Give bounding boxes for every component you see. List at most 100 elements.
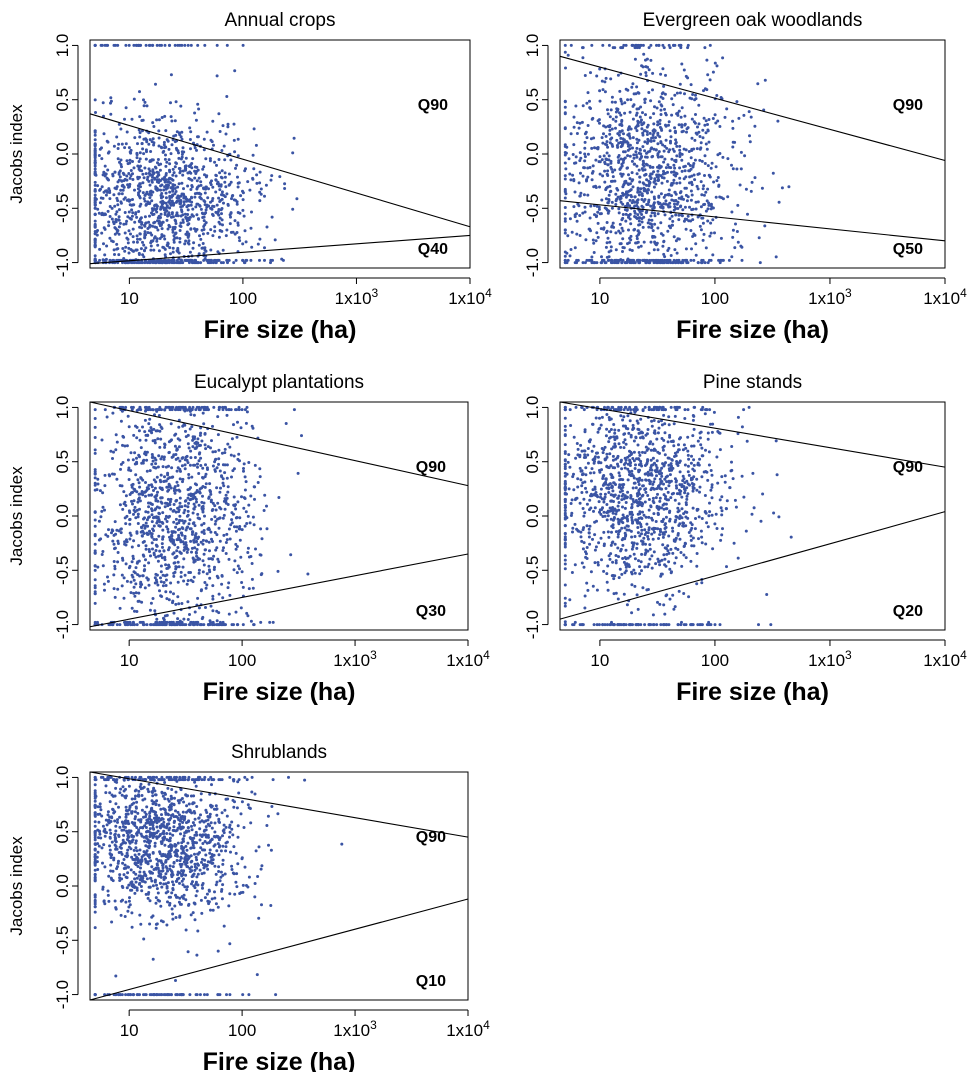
data-point xyxy=(711,253,715,257)
data-point xyxy=(649,43,653,47)
data-point xyxy=(689,83,693,87)
data-point xyxy=(143,234,147,237)
data-point xyxy=(147,505,151,509)
data-point xyxy=(93,448,97,452)
data-point xyxy=(657,537,660,540)
data-point xyxy=(93,524,97,528)
data-point xyxy=(157,221,161,225)
data-point xyxy=(690,136,694,140)
data-point xyxy=(138,135,142,139)
data-point xyxy=(627,431,631,435)
data-point xyxy=(239,606,243,610)
data-point xyxy=(171,246,175,250)
data-point xyxy=(627,126,631,130)
data-point xyxy=(162,549,166,553)
x-tick-label: 1x103 xyxy=(335,286,379,308)
data-point xyxy=(649,99,653,103)
data-point xyxy=(127,198,131,202)
data-point xyxy=(159,457,163,461)
data-point xyxy=(611,117,615,121)
data-point xyxy=(105,176,109,180)
data-point xyxy=(777,200,781,204)
data-point xyxy=(218,490,222,494)
data-point xyxy=(227,557,231,561)
data-point xyxy=(118,221,122,225)
data-point xyxy=(697,172,701,176)
data-point xyxy=(240,570,244,574)
data-point xyxy=(664,166,668,170)
data-point xyxy=(232,568,236,572)
data-point xyxy=(193,610,197,614)
data-point xyxy=(709,488,713,492)
data-point xyxy=(215,203,219,207)
data-point xyxy=(215,486,219,490)
data-point xyxy=(575,132,579,135)
data-point xyxy=(726,157,730,161)
data-point xyxy=(163,213,167,216)
data-point xyxy=(165,160,169,164)
data-point xyxy=(93,223,97,227)
data-point xyxy=(127,261,131,265)
data-point xyxy=(679,204,683,208)
data-point xyxy=(138,499,142,503)
data-point xyxy=(132,591,136,595)
data-point xyxy=(106,168,110,172)
data-point xyxy=(589,258,592,262)
data-point xyxy=(662,240,666,244)
data-point xyxy=(583,159,587,163)
data-point xyxy=(641,493,645,497)
data-point xyxy=(190,195,193,199)
data-point xyxy=(237,452,241,456)
data-point xyxy=(178,405,182,409)
data-point xyxy=(258,475,262,479)
data-point xyxy=(154,620,158,624)
data-point xyxy=(693,233,697,237)
data-point xyxy=(619,166,623,170)
data-point xyxy=(677,258,681,262)
data-point xyxy=(160,542,164,546)
data-point xyxy=(176,484,180,487)
data-point xyxy=(181,218,185,222)
data-point xyxy=(148,183,152,187)
data-point xyxy=(602,154,606,158)
data-point xyxy=(714,512,718,516)
data-point xyxy=(667,224,671,228)
data-point xyxy=(186,548,190,551)
data-point xyxy=(195,148,198,152)
data-point xyxy=(195,186,199,189)
data-point xyxy=(706,219,710,223)
data-point xyxy=(661,543,665,547)
data-point xyxy=(586,152,590,156)
data-point xyxy=(602,510,606,514)
data-point xyxy=(747,110,751,114)
data-point xyxy=(731,126,735,130)
data-point xyxy=(236,420,239,424)
data-point xyxy=(731,228,735,232)
data-point xyxy=(585,136,589,140)
data-point xyxy=(291,151,295,155)
data-point xyxy=(623,150,627,154)
data-point xyxy=(163,237,167,241)
data-point xyxy=(596,221,600,225)
data-point xyxy=(662,261,666,265)
data-point xyxy=(586,447,590,450)
data-point xyxy=(683,169,687,173)
data-point xyxy=(236,500,240,504)
data-point xyxy=(627,190,630,193)
data-point xyxy=(628,177,632,181)
data-point xyxy=(672,178,676,182)
data-point xyxy=(677,589,681,593)
data-point xyxy=(683,491,687,495)
data-point xyxy=(230,521,234,525)
data-point xyxy=(614,512,618,516)
data-point xyxy=(130,203,134,207)
data-point xyxy=(259,192,263,196)
data-point xyxy=(187,177,191,180)
data-point xyxy=(220,212,223,216)
data-point xyxy=(635,201,639,205)
data-point xyxy=(107,224,111,228)
data-point xyxy=(680,106,684,110)
data-point xyxy=(203,43,207,47)
data-point xyxy=(635,146,639,150)
data-point xyxy=(148,608,152,612)
